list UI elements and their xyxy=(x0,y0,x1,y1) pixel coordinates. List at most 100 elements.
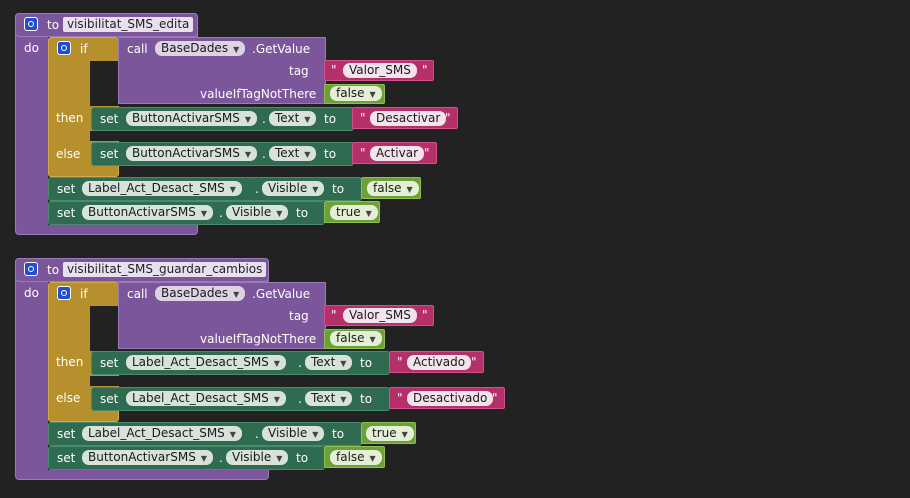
after1-bool-dropdown[interactable]: false ▼ xyxy=(367,181,419,196)
chevron-down-icon: ▼ xyxy=(233,290,240,299)
chevron-down-icon: ▼ xyxy=(369,90,376,99)
else-text-field[interactable]: Desactivado xyxy=(407,391,494,406)
call-keyword: call xyxy=(127,287,148,301)
to-keyword: to xyxy=(296,206,309,220)
chevron-down-icon: ▼ xyxy=(200,209,207,218)
set-keyword: set xyxy=(57,427,76,441)
chevron-down-icon: ▼ xyxy=(200,454,207,463)
do-keyword: do xyxy=(24,286,39,300)
after2-component-dropdown[interactable]: ButtonActivarSMS ▼ xyxy=(82,205,213,220)
to-keyword: to xyxy=(360,392,373,406)
close-quote: " xyxy=(422,63,428,77)
then-text-field[interactable]: Desactivar xyxy=(370,111,447,126)
chevron-down-icon: ▼ xyxy=(244,115,251,124)
if-condition-gap xyxy=(90,61,120,106)
after1-component-dropdown[interactable]: Label_Act_Desact_SMS ▼ xyxy=(82,181,242,196)
to-keyword: to xyxy=(47,18,60,32)
chevron-down-icon: ▼ xyxy=(340,359,347,368)
open-quote: " xyxy=(331,63,337,77)
dot-separator: . xyxy=(262,112,266,126)
chevron-down-icon: ▼ xyxy=(276,454,283,463)
after2-bool-dropdown[interactable]: false ▼ xyxy=(330,450,382,465)
after1-property-dropdown[interactable]: Visible ▼ xyxy=(262,181,325,196)
then-text-field[interactable]: Activado xyxy=(407,355,472,370)
dot-separator: . xyxy=(262,147,266,161)
after2-property-dropdown[interactable]: Visible ▼ xyxy=(226,450,289,465)
default-bool-dropdown[interactable]: false ▼ xyxy=(330,331,382,346)
then-gap xyxy=(90,131,120,141)
if-mutator-gear-icon[interactable] xyxy=(57,41,71,55)
call-keyword: call xyxy=(127,42,148,56)
if-mutator-gear-icon[interactable] xyxy=(57,286,71,300)
dot-separator: . xyxy=(219,206,223,220)
to-keyword: to xyxy=(324,112,337,126)
dot-separator: . xyxy=(255,427,259,441)
set-keyword: set xyxy=(57,206,76,220)
close-quote: " xyxy=(422,308,428,322)
open-quote: " xyxy=(360,111,366,125)
close-quote: " xyxy=(492,391,498,405)
set-keyword: set xyxy=(100,392,119,406)
else-component-dropdown[interactable]: Label_Act_Desact_SMS ▼ xyxy=(126,391,286,406)
else-keyword: else xyxy=(56,147,81,161)
chevron-down-icon: ▼ xyxy=(312,430,319,439)
chevron-down-icon: ▼ xyxy=(304,150,311,159)
after2-property-dropdown[interactable]: Visible ▼ xyxy=(226,205,289,220)
after2-bool-dropdown[interactable]: true ▼ xyxy=(330,205,378,220)
chevron-down-icon: ▼ xyxy=(304,115,311,124)
chevron-down-icon: ▼ xyxy=(273,395,280,404)
chevron-down-icon: ▼ xyxy=(229,430,236,439)
to-keyword: to xyxy=(332,427,345,441)
value-if-tag-label: valueIfTagNotThere xyxy=(200,87,317,101)
tag-label: tag xyxy=(289,64,309,78)
chevron-down-icon: ▼ xyxy=(369,335,376,344)
after2-component-dropdown[interactable]: ButtonActivarSMS ▼ xyxy=(82,450,213,465)
set-keyword: set xyxy=(57,182,76,196)
else-property-dropdown[interactable]: Text ▼ xyxy=(305,391,353,406)
after1-bool-dropdown[interactable]: true ▼ xyxy=(366,426,414,441)
procedure-name-field[interactable]: visibilitat_SMS_guardar_cambios xyxy=(63,262,267,277)
tag-label: tag xyxy=(289,309,309,323)
then-property-dropdown[interactable]: Text ▼ xyxy=(269,111,317,126)
then-property-dropdown[interactable]: Text ▼ xyxy=(305,355,353,370)
then-gap xyxy=(90,376,120,386)
default-bool-dropdown[interactable]: false ▼ xyxy=(330,86,382,101)
else-keyword: else xyxy=(56,391,81,405)
chevron-down-icon: ▼ xyxy=(312,185,319,194)
open-quote: " xyxy=(360,146,366,160)
db-component-dropdown[interactable]: BaseDades ▼ xyxy=(155,41,246,56)
close-quote: " xyxy=(445,111,451,125)
chevron-down-icon: ▼ xyxy=(406,185,413,194)
mutator-gear-icon[interactable] xyxy=(24,262,38,276)
procedure-name-field[interactable]: visibilitat_SMS_edita xyxy=(63,17,194,32)
tag-text-field[interactable]: Valor_SMS xyxy=(343,63,417,78)
dot-separator: . xyxy=(219,451,223,465)
do-keyword: do xyxy=(24,41,39,55)
to-keyword: to xyxy=(324,147,337,161)
getvalue-method: .GetValue xyxy=(252,42,311,56)
else-component-dropdown[interactable]: ButtonActivarSMS ▼ xyxy=(126,146,257,161)
after1-component-dropdown[interactable]: Label_Act_Desact_SMS ▼ xyxy=(82,426,242,441)
if-condition-gap xyxy=(90,306,120,351)
chevron-down-icon: ▼ xyxy=(273,359,280,368)
then-component-dropdown[interactable]: Label_Act_Desact_SMS ▼ xyxy=(126,355,286,370)
set-keyword: set xyxy=(100,356,119,370)
then-component-dropdown[interactable]: ButtonActivarSMS ▼ xyxy=(126,111,257,126)
dot-separator: . xyxy=(298,392,302,406)
chevron-down-icon: ▼ xyxy=(244,150,251,159)
open-quote: " xyxy=(397,355,403,369)
mutator-gear-icon[interactable] xyxy=(24,17,38,31)
else-property-dropdown[interactable]: Text ▼ xyxy=(269,146,317,161)
db-component-dropdown[interactable]: BaseDades ▼ xyxy=(155,286,246,301)
if-keyword: if xyxy=(80,42,88,56)
then-keyword: then xyxy=(56,355,84,369)
after1-property-dropdown[interactable]: Visible ▼ xyxy=(262,426,325,441)
else-text-field[interactable]: Activar xyxy=(370,146,425,161)
set-keyword: set xyxy=(57,451,76,465)
set-keyword: set xyxy=(100,112,119,126)
to-keyword: to xyxy=(332,182,345,196)
to-keyword: to xyxy=(296,451,309,465)
chevron-down-icon: ▼ xyxy=(276,209,283,218)
dot-separator: . xyxy=(255,182,259,196)
tag-text-field[interactable]: Valor_SMS xyxy=(343,308,417,323)
